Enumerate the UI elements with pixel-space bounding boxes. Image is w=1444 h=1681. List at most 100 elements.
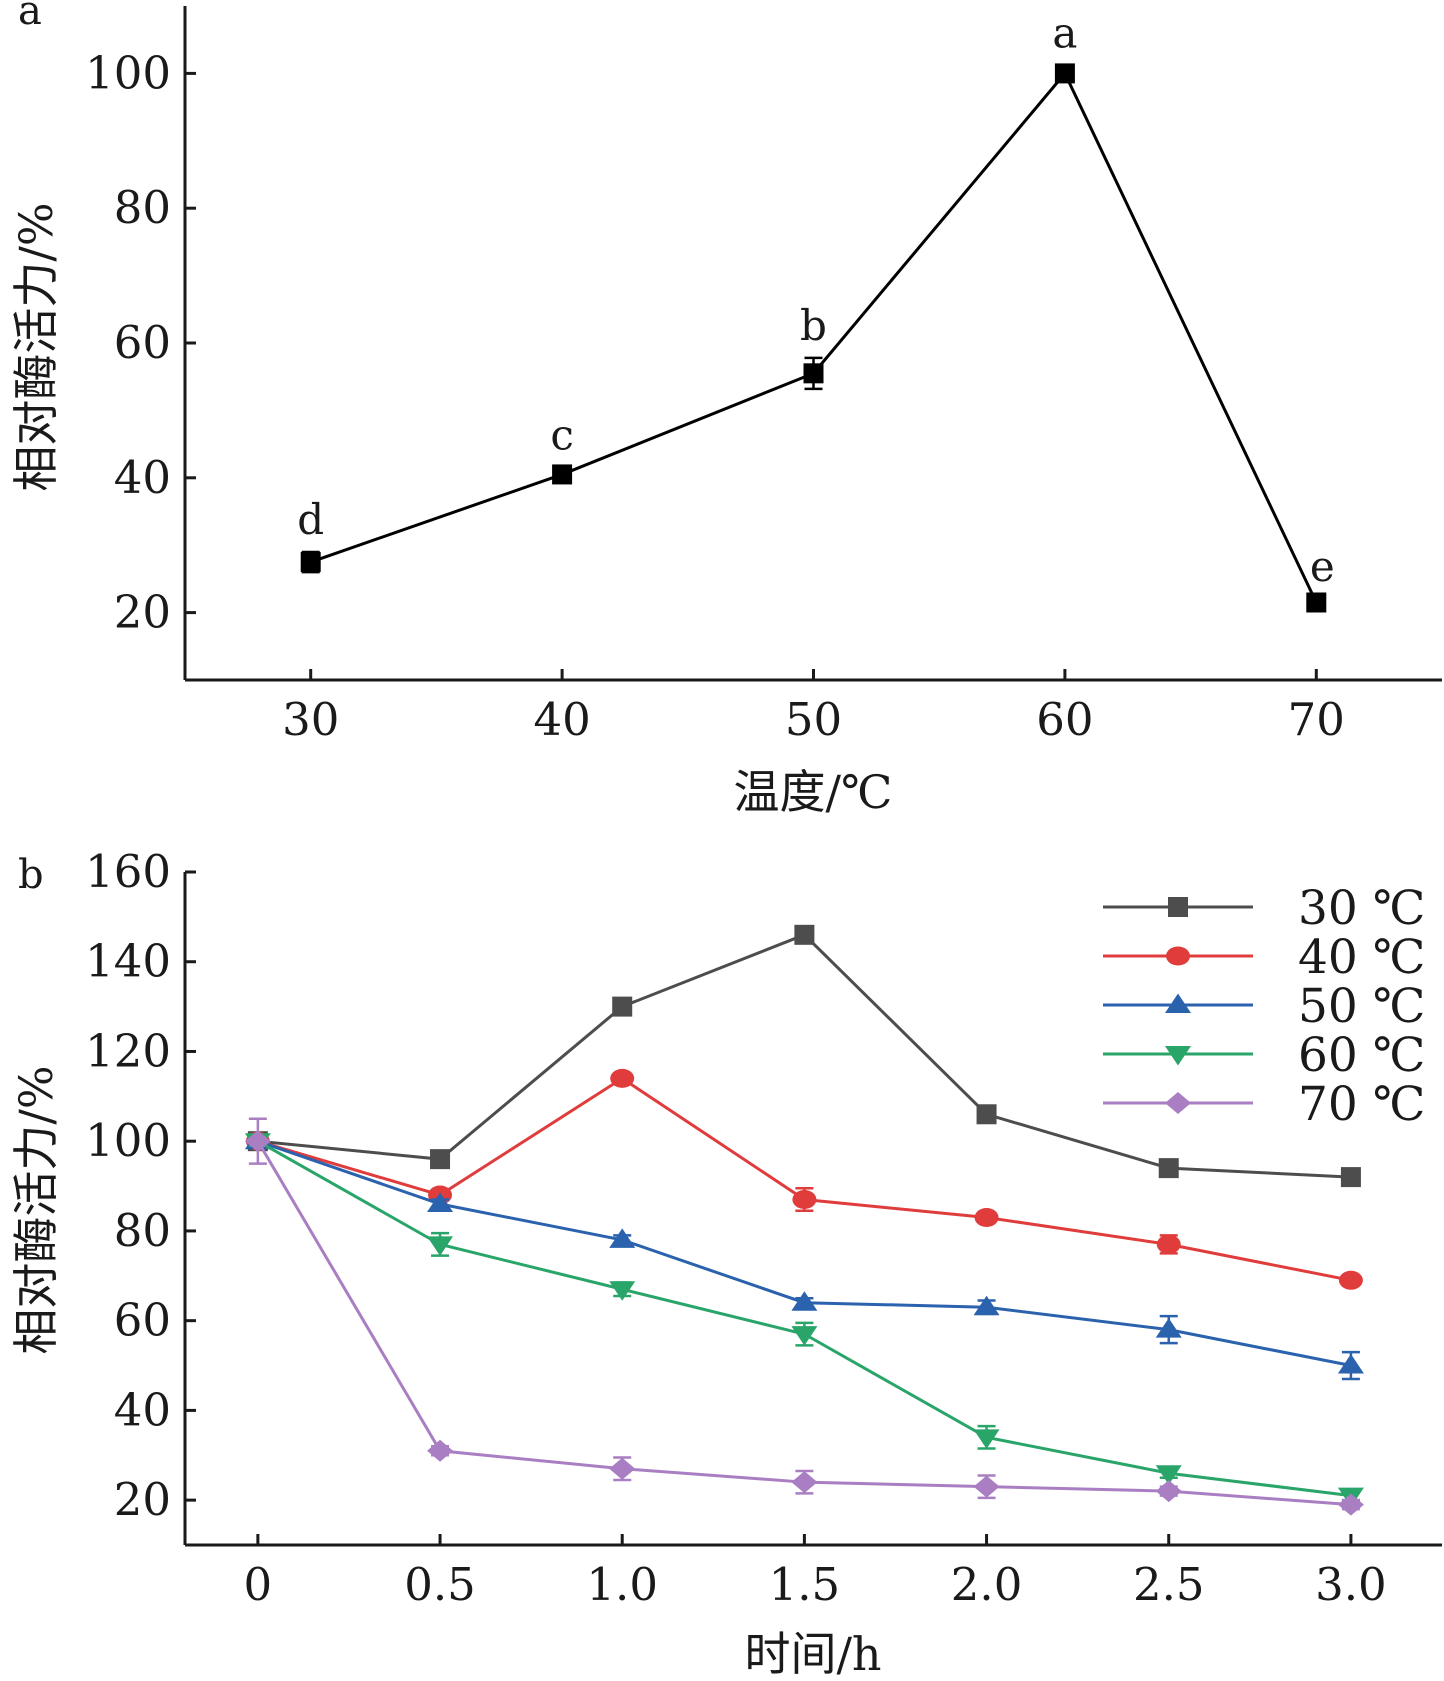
panel-b-y-ticks: 20 40 60 80 100 120 140 160 bbox=[85, 845, 196, 1526]
y-tick-label: 60 bbox=[114, 316, 171, 369]
x-tick-label: 0 bbox=[244, 1558, 273, 1611]
y-tick-label: 160 bbox=[85, 845, 171, 898]
panel-b-x-axis-title: 时间/h bbox=[744, 1627, 881, 1681]
legend-marker bbox=[1165, 1092, 1191, 1114]
data-point bbox=[1155, 1318, 1182, 1338]
data-point bbox=[612, 996, 633, 1017]
y-tick-label: 20 bbox=[114, 586, 171, 639]
x-tick-label: 0.5 bbox=[404, 1558, 476, 1611]
legend-label: 70 ℃ bbox=[1298, 1077, 1425, 1132]
x-tick-label: 1.5 bbox=[769, 1558, 841, 1611]
panel-b-series bbox=[244, 924, 1364, 1516]
data-point bbox=[427, 1439, 454, 1462]
legend-marker bbox=[1166, 946, 1190, 966]
x-tick-label: 2.5 bbox=[1133, 1558, 1205, 1611]
y-tick-label: 60 bbox=[114, 1294, 171, 1347]
data-point bbox=[244, 1130, 271, 1153]
series-70c bbox=[244, 1117, 1364, 1516]
significance-letter: c bbox=[550, 411, 574, 460]
data-point bbox=[791, 1291, 818, 1311]
data-point bbox=[1338, 1270, 1363, 1290]
panel-a-x-ticks: 30 40 50 60 70 bbox=[282, 669, 1345, 746]
legend-item: 30 ℃ bbox=[1103, 881, 1425, 936]
data-point bbox=[1158, 1158, 1179, 1179]
significance-letter: a bbox=[1052, 8, 1077, 57]
y-tick-label: 80 bbox=[114, 1204, 171, 1257]
data-point bbox=[610, 1068, 635, 1088]
legend-label: 60 ℃ bbox=[1298, 1028, 1425, 1083]
legend-marker bbox=[1165, 993, 1191, 1013]
legend-item: 60 ℃ bbox=[1103, 1028, 1425, 1083]
data-point bbox=[609, 1228, 636, 1248]
panel-b: b 20 40 60 80 100 120 140 160 0 0.5 1.0 1.5 2.0 2.5 3… bbox=[9, 845, 1442, 1681]
data-point bbox=[974, 1207, 999, 1227]
data-point bbox=[1156, 1234, 1181, 1254]
panel-a-letter: a bbox=[18, 0, 42, 34]
x-tick-label: 70 bbox=[1288, 693, 1345, 746]
data-point bbox=[973, 1475, 1000, 1498]
legend-item: 70 ℃ bbox=[1103, 1077, 1425, 1132]
panel-a-y-ticks: 20 40 60 80 100 bbox=[85, 46, 196, 639]
data-point bbox=[430, 1149, 451, 1170]
panel-b-letter: b bbox=[18, 852, 44, 898]
data-point bbox=[300, 552, 321, 573]
series-30c bbox=[247, 924, 1361, 1188]
x-tick-label: 1.0 bbox=[586, 1558, 658, 1611]
significance-letter: e bbox=[1310, 542, 1335, 591]
data-point bbox=[552, 464, 573, 485]
panel-a-significance-letters: d c b a e bbox=[297, 8, 1334, 591]
legend-marker bbox=[1165, 1046, 1191, 1066]
panel-a-series bbox=[300, 63, 1327, 613]
data-point bbox=[609, 1457, 636, 1480]
data-point bbox=[1155, 1465, 1182, 1485]
data-point bbox=[427, 1192, 454, 1213]
data-point bbox=[1155, 1480, 1182, 1503]
y-tick-label: 120 bbox=[85, 1024, 171, 1077]
y-tick-label: 80 bbox=[114, 181, 171, 234]
x-tick-label: 60 bbox=[1036, 693, 1093, 746]
legend-item: 40 ℃ bbox=[1103, 930, 1425, 985]
panel-b-legend: 30 ℃40 ℃50 ℃60 ℃70 ℃ bbox=[1103, 881, 1425, 1132]
data-point bbox=[976, 1104, 997, 1125]
data-point bbox=[803, 363, 824, 384]
data-point bbox=[609, 1281, 636, 1301]
data-point bbox=[1306, 592, 1327, 613]
x-tick-label: 40 bbox=[533, 693, 590, 746]
legend-label: 50 ℃ bbox=[1298, 979, 1425, 1034]
panel-a: a 20 40 60 80 100 30 40 50 60 70 d c b a e 温度/℃ 相对酶活… bbox=[9, 0, 1442, 819]
y-tick-label: 40 bbox=[114, 451, 171, 504]
x-tick-label: 50 bbox=[785, 693, 842, 746]
panel-b-y-axis-title: 相对酶活力/% bbox=[9, 1065, 63, 1354]
panel-a-x-axis-title: 温度/℃ bbox=[734, 765, 893, 819]
panel-b-x-ticks: 0 0.5 1.0 1.5 2.0 2.5 3.0 bbox=[244, 1534, 1387, 1611]
data-point bbox=[1337, 1354, 1364, 1374]
x-tick-label: 30 bbox=[282, 693, 339, 746]
data-point bbox=[427, 1236, 454, 1256]
x-tick-label: 2.0 bbox=[951, 1558, 1023, 1611]
legend-label: 40 ℃ bbox=[1298, 930, 1425, 985]
x-tick-label: 3.0 bbox=[1315, 1558, 1387, 1611]
y-tick-label: 100 bbox=[85, 1114, 171, 1167]
data-point bbox=[791, 1471, 818, 1494]
series-line bbox=[257, 933, 1351, 1179]
data-point bbox=[973, 1295, 1000, 1316]
data-point bbox=[791, 1326, 818, 1346]
panel-a-y-axis-title: 相对酶活力/% bbox=[9, 202, 63, 491]
data-point bbox=[794, 924, 815, 945]
legend-label: 30 ℃ bbox=[1298, 881, 1425, 936]
data-point bbox=[1054, 63, 1075, 84]
series-main bbox=[300, 63, 1327, 613]
y-tick-label: 20 bbox=[114, 1473, 171, 1526]
significance-letter: d bbox=[297, 495, 324, 544]
legend-item: 50 ℃ bbox=[1103, 979, 1425, 1034]
data-point bbox=[1340, 1167, 1361, 1188]
significance-letter: b bbox=[800, 301, 827, 350]
data-point bbox=[792, 1190, 817, 1210]
data-point bbox=[1337, 1493, 1364, 1516]
y-tick-label: 40 bbox=[114, 1383, 171, 1436]
y-tick-label: 100 bbox=[85, 46, 171, 99]
y-tick-label: 140 bbox=[85, 935, 171, 988]
series-line bbox=[257, 1076, 1352, 1282]
legend-marker bbox=[1168, 897, 1188, 917]
